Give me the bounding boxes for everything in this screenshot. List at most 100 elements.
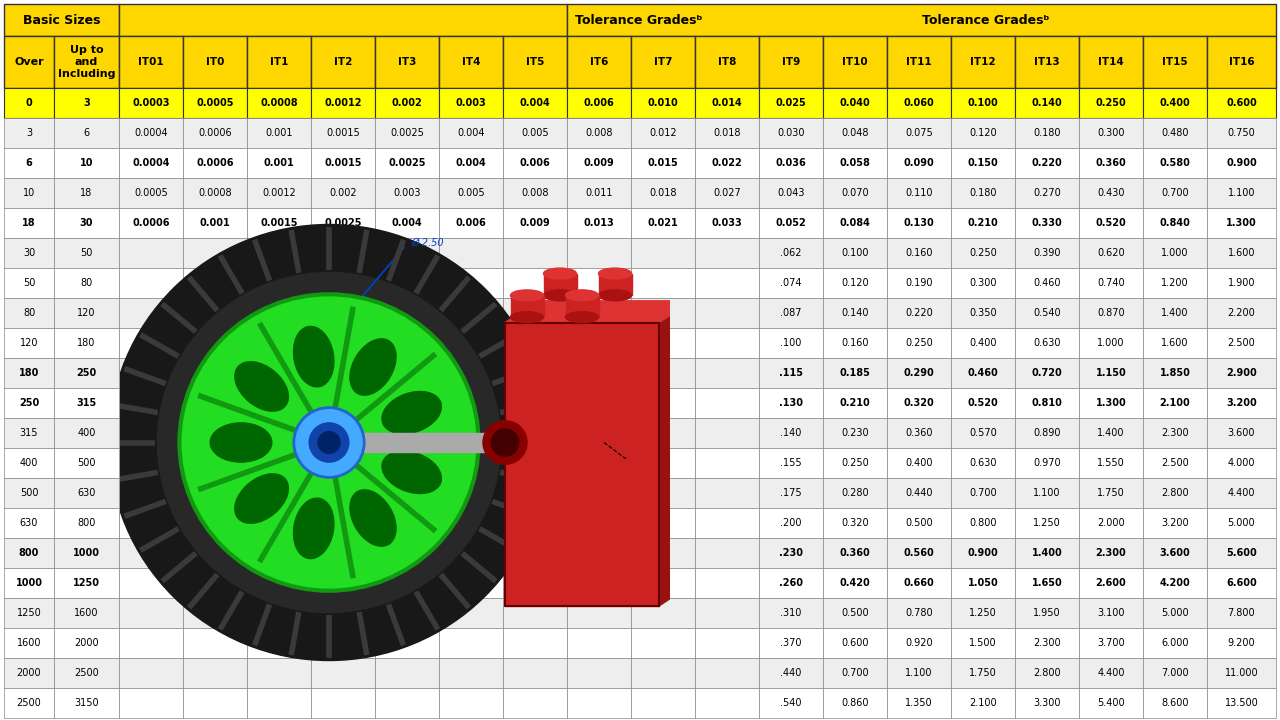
Text: 0.360: 0.360 [1096,158,1126,168]
Bar [439,418,503,448]
Bar [887,328,951,358]
Text: .370: .370 [781,638,801,648]
Bar [1015,118,1079,148]
Text: 0.0025: 0.0025 [390,128,424,138]
Bar [631,298,695,328]
Bar [567,298,631,328]
Bar [695,268,759,298]
Ellipse shape [566,312,599,323]
Bar [631,568,695,598]
Ellipse shape [234,474,288,523]
Bar [439,208,503,238]
Text: 2000: 2000 [17,668,41,678]
Bar [511,295,544,317]
Bar [1143,538,1207,568]
Text: 0.006: 0.006 [456,218,486,228]
Text: 3.600: 3.600 [1228,428,1256,438]
Text: 400: 400 [19,458,38,468]
Bar [1015,298,1079,328]
Bar [823,418,887,448]
Text: 0.0008: 0.0008 [198,188,232,198]
Bar [823,388,887,418]
Bar [759,118,823,148]
Text: 0.360: 0.360 [840,548,870,558]
Text: .130: .130 [780,398,803,408]
Bar [247,388,311,418]
Bar [887,448,951,478]
Text: 1600: 1600 [17,638,41,648]
Ellipse shape [381,451,442,493]
Bar [823,478,887,508]
Text: 3150: 3150 [74,698,99,708]
Text: 0.0015: 0.0015 [324,158,362,168]
Text: 0.970: 0.970 [1033,458,1061,468]
Text: 0.360: 0.360 [905,428,933,438]
Text: IT15: IT15 [1162,57,1188,67]
Polygon shape [506,301,692,323]
Text: 0.250: 0.250 [1096,98,1126,108]
Bar [503,628,567,658]
Bar [119,268,183,298]
Bar [503,88,567,118]
Text: .155: .155 [781,458,801,468]
Bar [506,323,659,606]
Bar [247,208,311,238]
Bar [695,36,759,88]
Text: 3.600: 3.600 [1160,548,1190,558]
Bar [375,568,439,598]
Bar [631,328,695,358]
Bar [887,478,951,508]
Bar [1143,628,1207,658]
Text: 1000: 1000 [73,548,100,558]
Text: 1.000: 1.000 [1097,338,1125,348]
Bar [823,118,887,148]
Bar [247,298,311,328]
Bar [631,238,695,268]
Bar [759,88,823,118]
Bar [119,448,183,478]
Bar [887,88,951,118]
Text: 6.600: 6.600 [1226,578,1257,588]
Bar [1015,598,1079,628]
Bar [54,88,119,118]
Bar [566,295,599,317]
Bar [1015,688,1079,718]
Bar [439,508,503,538]
Text: 0.840: 0.840 [1160,218,1190,228]
Text: 315: 315 [77,398,96,408]
Text: 0.027: 0.027 [713,188,741,198]
Bar [183,328,247,358]
Text: 0.890: 0.890 [1033,428,1061,438]
Bar [759,388,823,418]
Bar [439,178,503,208]
Text: 2.600: 2.600 [1096,578,1126,588]
Text: 0.420: 0.420 [840,578,870,588]
Bar [311,328,375,358]
Bar [759,598,823,628]
Bar [1143,448,1207,478]
Bar [1079,88,1143,118]
Bar [119,238,183,268]
Bar [54,418,119,448]
Bar [1143,598,1207,628]
Text: 0.560: 0.560 [904,548,934,558]
Text: 0.320: 0.320 [841,518,869,528]
Bar [119,388,183,418]
Bar [823,238,887,268]
Bar [503,358,567,388]
Text: 0.210: 0.210 [840,398,870,408]
Bar [1079,418,1143,448]
Text: 0.012: 0.012 [649,128,677,138]
Bar [375,448,439,478]
Bar [759,538,823,568]
Bar [951,178,1015,208]
Bar [695,628,759,658]
Bar [119,36,183,88]
Text: 3.200: 3.200 [1161,518,1189,528]
Text: 0.0005: 0.0005 [134,188,168,198]
Bar [567,88,631,118]
Bar [567,478,631,508]
Bar [439,388,503,418]
Text: 0.750: 0.750 [1228,128,1256,138]
Text: 0.350: 0.350 [969,308,997,318]
